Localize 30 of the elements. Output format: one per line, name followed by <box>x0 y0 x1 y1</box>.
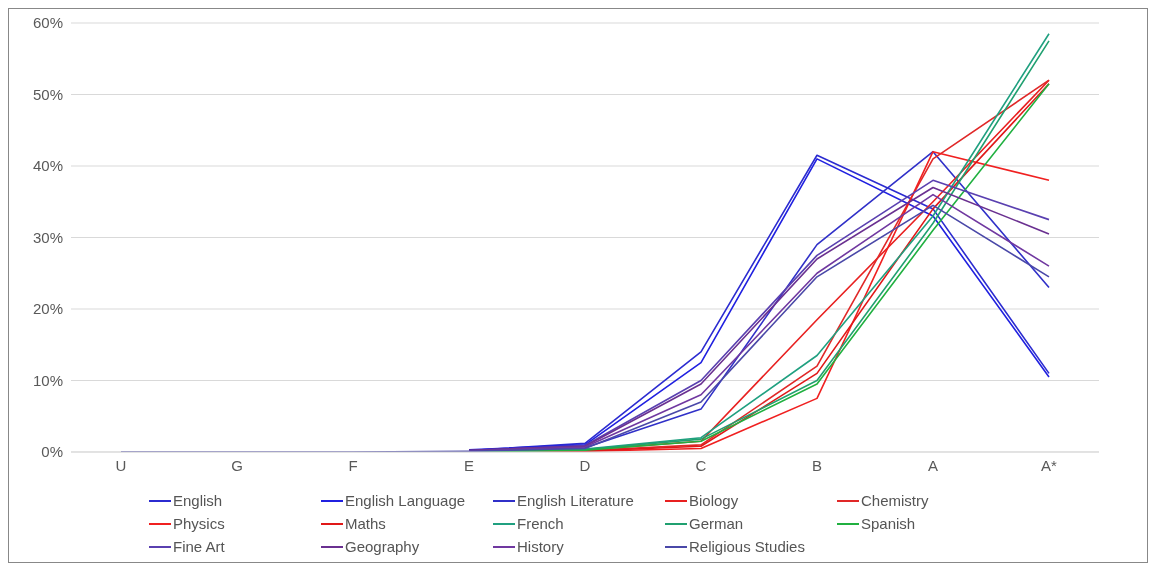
legend-label: English Language <box>345 492 466 509</box>
legend-label: Maths <box>345 515 386 532</box>
y-tick-label: 40% <box>32 157 63 175</box>
y-tick-label: 20% <box>32 300 63 318</box>
legend-label: Fine Art <box>173 538 225 555</box>
legend-label: Biology <box>689 492 739 509</box>
x-tick-label: G <box>231 456 243 474</box>
x-tick-label: D <box>579 456 591 474</box>
y-tick-label: 50% <box>32 85 63 103</box>
legend-label: French <box>517 515 564 532</box>
x-tick-label: E <box>463 456 475 474</box>
legend-label: Chemistry <box>861 492 929 509</box>
y-tick-label: 60% <box>32 14 63 32</box>
legend-label: English Literature <box>517 492 634 509</box>
x-tick-label: U <box>115 456 127 474</box>
legend-label: German <box>689 515 744 532</box>
x-tick-label: A <box>927 456 939 474</box>
x-tick-label: A* <box>1041 456 1058 474</box>
legend-label: Physics <box>173 515 225 532</box>
x-tick-label: F <box>348 456 358 474</box>
legend-label: Spanish <box>861 515 916 532</box>
y-tick-label: 0% <box>41 443 63 461</box>
legend-label: English <box>173 492 223 509</box>
x-tick-label: C <box>695 456 707 474</box>
legend-label: History <box>517 538 564 555</box>
x-tick-label: B <box>811 456 823 474</box>
legend-label: Religious Studies <box>689 538 805 555</box>
y-tick-label: 30% <box>32 228 63 246</box>
legend-label: Geography <box>345 538 420 555</box>
y-tick-label: 10% <box>32 371 63 389</box>
